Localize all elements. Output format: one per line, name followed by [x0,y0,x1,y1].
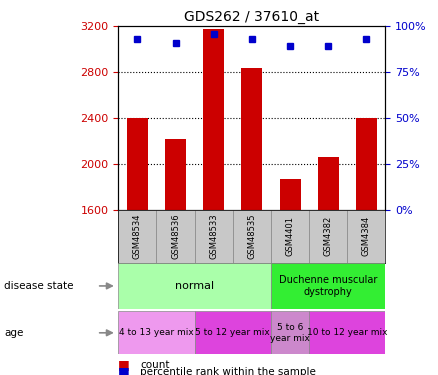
Text: ■: ■ [118,358,130,371]
Bar [194,210,233,262]
Bar [271,262,385,309]
Bar [156,210,194,262]
Bar [347,210,385,262]
Bar [241,68,262,210]
Bar [194,311,271,354]
Text: GSM48536: GSM48536 [171,213,180,259]
Bar [279,179,300,210]
Text: GSM4384: GSM4384 [362,216,371,256]
Text: disease state: disease state [4,281,74,291]
Bar [118,311,194,354]
Text: 10 to 12 year mix: 10 to 12 year mix [307,328,388,338]
Text: GSM48534: GSM48534 [133,213,142,259]
Text: 5 to 6
year mix: 5 to 6 year mix [270,323,310,342]
Text: percentile rank within the sample: percentile rank within the sample [140,367,316,375]
Text: 5 to 12 year mix: 5 to 12 year mix [195,328,270,338]
Text: count: count [140,360,170,369]
Bar [127,118,148,210]
Title: GDS262 / 37610_at: GDS262 / 37610_at [184,10,319,24]
Bar [233,210,271,262]
Bar [318,157,339,210]
Text: GSM48533: GSM48533 [209,213,218,259]
Text: GSM4401: GSM4401 [286,216,294,256]
Text: GSM48535: GSM48535 [247,213,256,259]
Bar [165,139,186,210]
Text: normal: normal [175,281,214,291]
Text: Duchenne muscular
dystrophy: Duchenne muscular dystrophy [279,275,378,297]
Bar [271,311,309,354]
Bar [118,262,271,309]
Bar [271,210,309,262]
Text: GSM4382: GSM4382 [324,216,333,256]
Bar [118,210,156,262]
Text: ■: ■ [118,366,130,375]
Bar [309,210,347,262]
Bar [203,28,224,210]
Bar [356,118,377,210]
Text: 4 to 13 year mix: 4 to 13 year mix [119,328,194,338]
Text: age: age [4,328,24,338]
Bar [309,311,385,354]
